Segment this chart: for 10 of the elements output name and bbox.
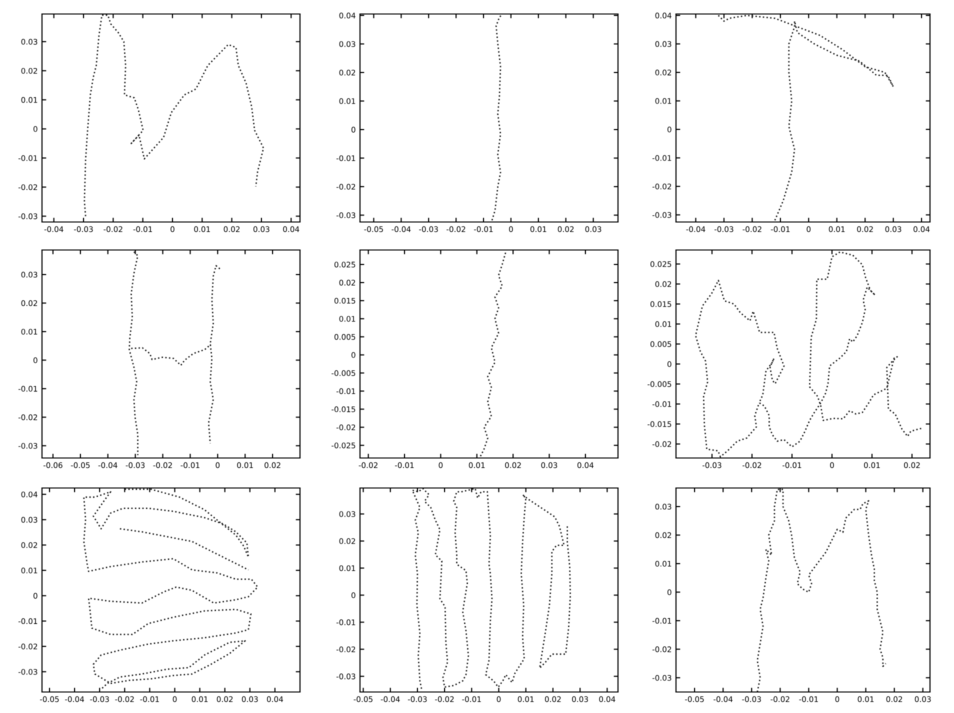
line-series bbox=[119, 528, 250, 571]
line-series bbox=[83, 488, 258, 690]
line-series bbox=[84, 14, 264, 217]
line-series bbox=[128, 251, 138, 456]
line-series bbox=[756, 488, 886, 692]
line-series bbox=[412, 488, 571, 690]
line-series bbox=[480, 251, 507, 457]
line-series bbox=[694, 251, 922, 458]
line-series bbox=[718, 14, 894, 222]
line-series bbox=[491, 14, 503, 221]
